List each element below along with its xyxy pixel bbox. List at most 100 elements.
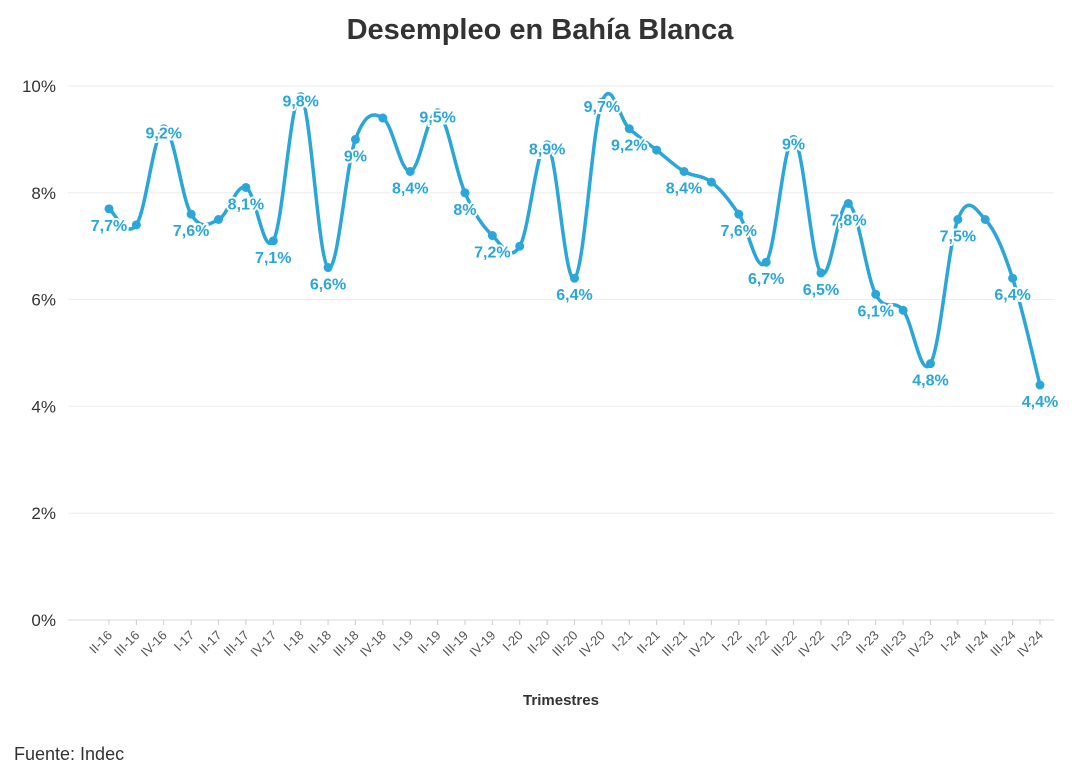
data-point (843, 198, 853, 208)
data-label: 8,4% (392, 180, 428, 197)
data-point (953, 215, 963, 224)
data-point (159, 124, 169, 134)
y-tick-label: 0% (31, 611, 56, 630)
data-label: 7,6% (173, 223, 209, 240)
chart-title: Desempleo en Bahía Blanca (346, 14, 734, 46)
x-tick-label: I-20 (499, 628, 525, 654)
data-point (350, 134, 360, 144)
data-point (570, 273, 579, 283)
data-point (214, 215, 224, 224)
data-label: 6,1% (857, 303, 893, 320)
x-tick-label: IV-21 (685, 628, 717, 660)
data-point (898, 305, 908, 315)
data-point (652, 145, 662, 155)
x-tick-label: II-24 (962, 628, 991, 657)
data-point (487, 231, 497, 241)
data-point (1035, 380, 1045, 390)
data-label: 6,5% (803, 282, 839, 299)
data-point (624, 124, 634, 134)
source-note: Fuente: Indec (14, 744, 125, 764)
data-point (268, 236, 278, 246)
x-tick-label: I-17 (171, 628, 197, 654)
data-label: 9% (782, 136, 805, 153)
x-tick-label: II-22 (743, 628, 772, 657)
x-tick-label: III-22 (768, 628, 800, 660)
data-point (241, 182, 251, 192)
x-tick-label: III-23 (878, 628, 910, 660)
data-label: 8% (453, 202, 476, 219)
x-axis-label: Trimestres (523, 692, 599, 709)
x-tick-label: IV-20 (576, 628, 608, 660)
x-tick-label: II-19 (415, 628, 444, 657)
data-point (186, 209, 196, 219)
data-label: 8,9% (529, 142, 565, 159)
y-tick-label: 10% (22, 77, 56, 96)
data-point (925, 359, 935, 369)
x-tick-label: IV-23 (905, 628, 937, 660)
data-point (131, 220, 141, 230)
data-label: 4,8% (912, 373, 948, 390)
y-tick-label: 8% (31, 184, 56, 203)
x-tick-label: IV-19 (466, 628, 498, 660)
x-tick-label: IV-17 (247, 628, 279, 660)
data-point (104, 204, 114, 214)
data-label: 7,1% (255, 250, 291, 267)
data-point (1008, 273, 1018, 283)
data-point (789, 134, 799, 144)
data-point (405, 166, 415, 176)
y-tick-label: 2% (31, 504, 56, 523)
data-label: 6,4% (994, 287, 1030, 304)
x-tick-label: II-21 (634, 628, 663, 657)
data-label: 7,2% (474, 245, 510, 262)
data-point (460, 188, 470, 198)
data-label: 8,4% (666, 180, 702, 197)
x-tick-label: IV-22 (795, 628, 827, 660)
data-point (323, 263, 333, 273)
y-tick-label: 6% (31, 291, 56, 310)
data-point (542, 140, 552, 150)
data-label: 6,4% (556, 287, 592, 304)
x-tick-label: I-21 (609, 628, 635, 654)
data-point (706, 177, 716, 187)
data-label: 4,4% (1022, 394, 1058, 411)
x-tick-label: III-17 (220, 628, 252, 660)
data-label: 9,7% (584, 99, 620, 116)
data-label: 7,8% (830, 212, 866, 229)
x-tick-label: III-24 (987, 628, 1019, 660)
x-tick-label: IV-18 (357, 628, 389, 660)
grid-layer (68, 85, 1054, 621)
x-tick-label: III-20 (549, 628, 581, 660)
data-label: 9,8% (282, 94, 318, 111)
x-tick-label: III-19 (440, 628, 472, 660)
data-point (597, 97, 607, 107)
x-tick-label: I-18 (280, 628, 306, 654)
data-label: 9,2% (146, 126, 182, 143)
data-labels: 7,7% 9,2% 7,6% 8,1% 7,1% 9,8% 6,6% 9% 8,4% 9,5% 8%… (89, 92, 1060, 413)
y-axis-ticks: 0% 2% 4% 6% 8% 10% (22, 77, 56, 630)
x-tick-label: II-17 (196, 628, 225, 657)
data-point (296, 92, 306, 102)
x-tick-label: I-23 (828, 628, 854, 654)
x-tick-label: III-21 (659, 628, 691, 660)
y-tick-label: 4% (31, 397, 56, 416)
data-point (433, 108, 443, 118)
x-tick-label: I-19 (390, 628, 416, 654)
data-label: 7,5% (940, 229, 976, 246)
series-line (107, 91, 1042, 387)
data-label: 9,2% (611, 138, 647, 155)
x-tick-label: III-18 (330, 628, 362, 660)
x-tick-label: II-16 (86, 628, 115, 657)
x-tick-label: II-23 (853, 628, 882, 657)
x-tick-label: II-18 (305, 628, 334, 657)
x-tick-label: III-16 (111, 628, 143, 660)
data-point (816, 268, 826, 278)
x-tick-label: II-20 (524, 628, 553, 657)
data-label: 9% (344, 148, 367, 165)
x-tick-label: I-22 (718, 628, 744, 654)
x-tick-label: I-24 (938, 628, 964, 654)
data-label: 7,6% (721, 223, 757, 240)
data-point (679, 166, 689, 176)
data-point (515, 241, 525, 251)
data-points (104, 92, 1045, 390)
